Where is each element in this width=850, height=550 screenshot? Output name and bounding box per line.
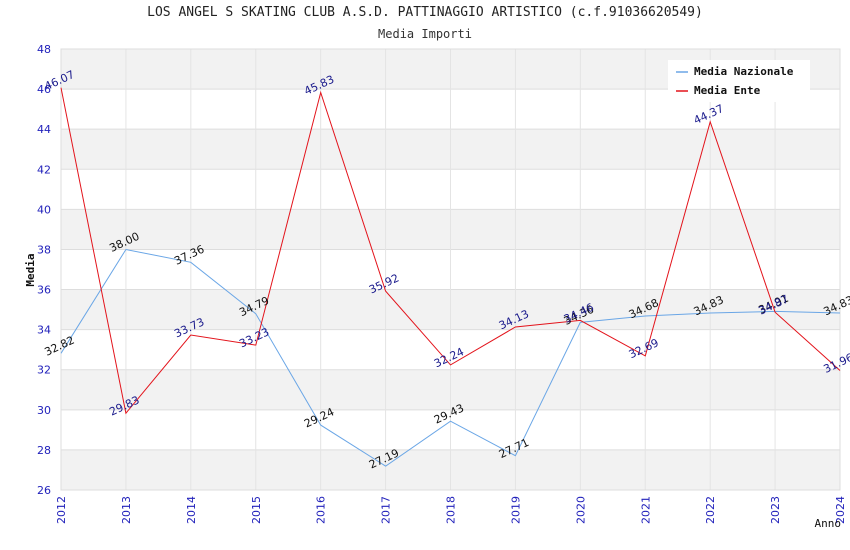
chart-subtitle: Media Importi [378, 27, 472, 41]
y-tick-label: 38 [37, 243, 51, 256]
series-lines [60, 87, 841, 467]
x-axis-title: Anno [815, 517, 842, 530]
x-tick-label: 2012 [55, 496, 68, 524]
y-tick-label: 48 [37, 43, 51, 56]
y-tick-label: 28 [37, 444, 51, 457]
y-tick-label: 42 [37, 163, 51, 176]
y-axis-title: Media [24, 253, 37, 286]
grid-lines [60, 48, 841, 491]
plot-border [60, 48, 841, 491]
y-tick-label: 36 [37, 284, 51, 297]
y-tick-label: 46 [37, 83, 51, 96]
x-axis-ticks: 2012 2013 2014 2015 2016 2017 2018 2019 2020 2021… [55, 496, 847, 524]
chart-title: LOS ANGEL S SKATING CLUB A.S.D. PATTINAG… [147, 5, 703, 20]
x-tick-label: 2023 [769, 496, 782, 524]
x-tick-label: 2022 [704, 496, 717, 524]
data-labels: 32.8238.0037.3634.7929.2427.1929.4327.71… [42, 68, 850, 472]
x-tick-label: 2018 [445, 496, 458, 524]
y-tick-label: 26 [37, 484, 51, 497]
legend-label-media-nazionale: Media Nazionale [694, 65, 794, 78]
y-tick-label: 30 [37, 404, 51, 417]
y-tick-label: 34 [37, 324, 51, 337]
legend: Media Nazionale Media Ente [668, 60, 810, 102]
y-tick-label: 32 [37, 364, 51, 377]
x-tick-label: 2019 [509, 496, 522, 524]
y-axis-ticks: 26 28 30 32 34 36 38 40 42 44 46 48 [37, 43, 51, 497]
x-tick-label: 2013 [120, 496, 133, 524]
x-tick-label: 2020 [574, 496, 587, 524]
y-tick-label: 44 [37, 123, 51, 136]
x-tick-label: 2016 [315, 496, 328, 524]
series-line-media-ente [60, 87, 841, 415]
x-tick-label: 2017 [380, 496, 393, 524]
data-label: 32.69 [627, 336, 661, 361]
legend-label-media-ente: Media Ente [694, 84, 761, 97]
x-tick-label: 2021 [639, 496, 652, 524]
data-label: 44.37 [692, 102, 726, 127]
y-tick-label: 40 [37, 203, 51, 216]
legend-box [668, 60, 810, 102]
x-tick-label: 2015 [250, 496, 263, 524]
series-line-media-nazionale [60, 248, 841, 467]
x-tick-label: 2014 [185, 496, 198, 524]
x-tick-label: 2024 [834, 496, 847, 524]
data-label: 32.82 [42, 334, 76, 359]
